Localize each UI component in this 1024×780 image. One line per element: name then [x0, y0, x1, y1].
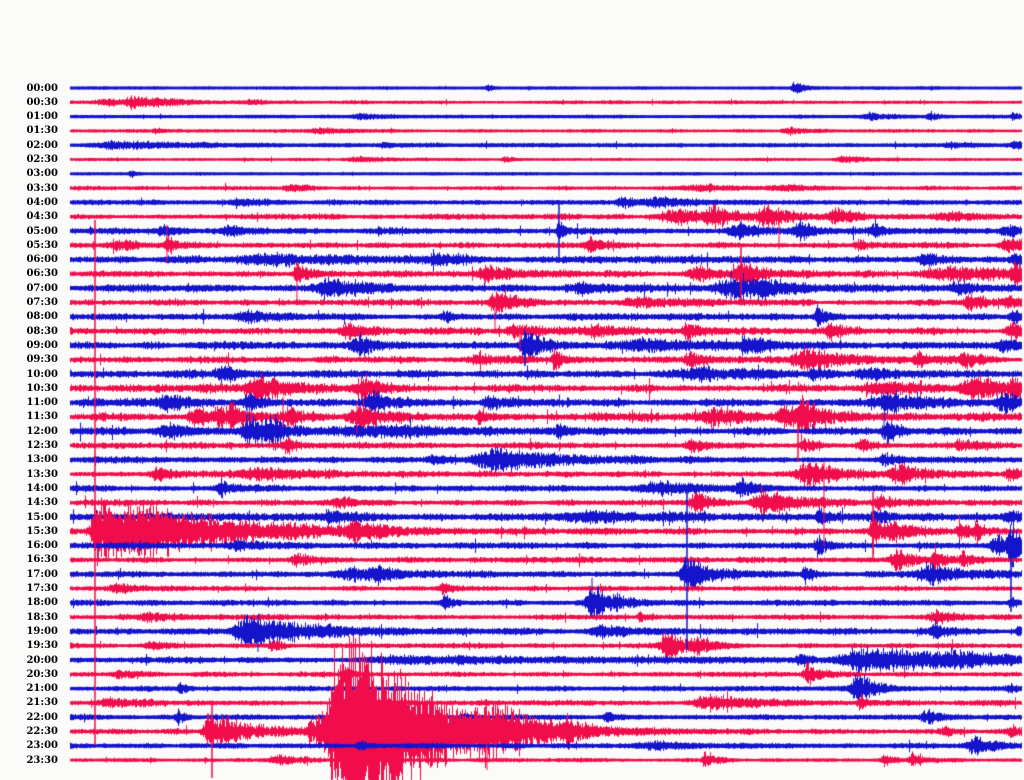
row-time-label: 03:30 — [26, 182, 58, 194]
row-time-label: 15:00 — [26, 511, 58, 523]
row-time-label: 10:00 — [26, 368, 58, 380]
row-time-label: 02:00 — [26, 139, 58, 151]
row-time-label: 08:00 — [26, 311, 58, 323]
row-time-label: 17:00 — [26, 568, 58, 580]
row-time-label: 04:30 — [26, 211, 58, 223]
row-time-label: 14:00 — [26, 482, 58, 494]
row-time-label: 06:30 — [26, 268, 58, 280]
row-time-label: 16:30 — [26, 554, 58, 566]
row-time-label: 03:00 — [26, 168, 58, 180]
row-time-label: 18:00 — [26, 597, 58, 609]
row-time-label: 06:00 — [26, 254, 58, 266]
row-time-label: 19:00 — [26, 625, 58, 637]
row-time-label: 10:30 — [26, 382, 58, 394]
row-time-label: 01:00 — [26, 111, 58, 123]
row-time-label: 22:00 — [26, 711, 58, 723]
row-time-label: 20:30 — [26, 668, 58, 680]
row-time-label: 11:00 — [26, 397, 58, 409]
row-time-label: 05:00 — [26, 225, 58, 237]
row-time-label: 21:00 — [26, 683, 58, 695]
row-time-label: 20:00 — [26, 654, 58, 666]
row-time-label: 23:00 — [26, 740, 58, 752]
row-time-label: 15:30 — [26, 525, 58, 537]
row-time-label: 23:30 — [26, 754, 58, 766]
row-time-label: 08:30 — [26, 325, 58, 337]
row-time-label: 01:30 — [26, 125, 58, 137]
row-time-label: 13:30 — [26, 468, 58, 480]
row-time-label: 02:30 — [26, 154, 58, 165]
row-time-label: 09:30 — [26, 354, 58, 366]
row-time-label: 11:30 — [26, 411, 58, 423]
row-time-label: 00:30 — [26, 96, 58, 108]
row-time-label: 04:00 — [26, 196, 58, 208]
row-time-label: 16:00 — [26, 540, 58, 552]
row-time-label: 12:00 — [26, 425, 58, 437]
row-time-label: 18:30 — [26, 611, 58, 623]
row-time-label: 13:00 — [26, 454, 58, 466]
row-time-label: 05:30 — [26, 239, 58, 251]
row-time-label: 14:30 — [26, 497, 58, 509]
row-time-label: 17:30 — [26, 583, 58, 594]
row-time-labels: 00:00 00:30 01:00 01:30 02:00 02:30 03:00 03:30… — [0, 0, 60, 780]
row-time-label: 07:00 — [26, 282, 58, 294]
row-time-label: 09:00 — [26, 339, 58, 351]
row-time-label: 00:00 — [26, 82, 58, 94]
row-time-label: 21:30 — [26, 697, 58, 709]
row-time-label: 07:30 — [26, 297, 58, 308]
row-time-label: 22:30 — [26, 726, 58, 737]
row-time-label: 12:30 — [26, 440, 58, 451]
row-time-label: 19:30 — [26, 640, 58, 652]
